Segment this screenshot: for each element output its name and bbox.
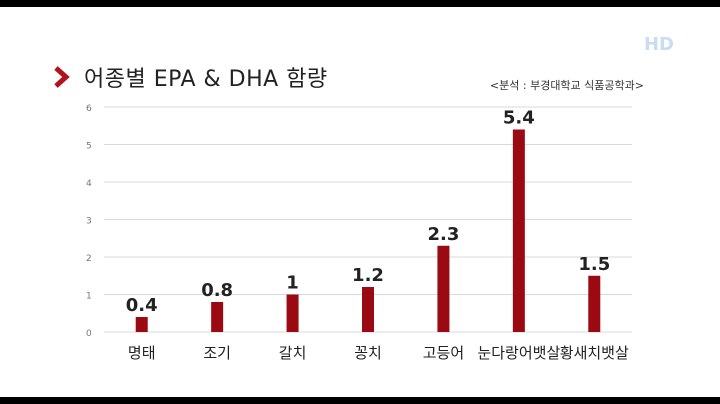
bar	[588, 275, 601, 332]
y-tick-label: 2	[86, 254, 92, 264]
chart-title: 어종별 EPA & DHA 함량	[84, 67, 328, 92]
x-tick-label: 고등어	[423, 344, 464, 362]
data-label: 0.8	[201, 280, 233, 301]
data-label: 1	[286, 273, 299, 294]
x-tick-label: 명태	[128, 344, 156, 362]
x-tick-label: 황새치뱃살	[560, 344, 629, 362]
chart-panel: 어종별 EPA & DHA 함량 <분석 : 부경대학교 식품공학과> HD 0…	[0, 7, 720, 397]
x-tick-label: 갈치	[279, 344, 307, 362]
chevron-right-icon	[54, 66, 70, 88]
x-tick-label: 꽁치	[354, 344, 382, 362]
bar-chart: 0 1 2 3 4 5 6 0.4 명태 0.8 조기 1 갈치 1.2 꽁치 2.3 고등어 5.4 눈다랑어뱃살…	[86, 104, 632, 362]
hd-badge: HD	[643, 34, 674, 55]
x-tick-label: 조기	[203, 344, 231, 362]
data-label: 1.5	[578, 254, 610, 275]
y-tick-label: 6	[86, 104, 92, 114]
source-note: <분석 : 부경대학교 식품공학과>	[489, 79, 644, 92]
data-label: 2.3	[427, 224, 459, 245]
bar	[512, 129, 525, 332]
data-label: 1.2	[352, 265, 384, 286]
data-label: 5.4	[503, 108, 535, 129]
data-label: 0.4	[126, 295, 158, 316]
bar	[437, 245, 450, 332]
bar	[362, 287, 374, 332]
y-tick-label: 0	[86, 329, 92, 339]
y-tick-label: 4	[86, 179, 92, 189]
y-tick-label: 3	[86, 217, 92, 227]
bar	[211, 302, 224, 332]
bar	[135, 317, 148, 332]
title-group: 어종별 EPA & DHA 함량	[52, 61, 328, 93]
y-tick-label: 1	[86, 292, 92, 302]
y-tick-label: 5	[86, 142, 92, 152]
bar	[286, 294, 299, 332]
x-tick-label: 눈다랑어뱃살	[477, 344, 560, 362]
